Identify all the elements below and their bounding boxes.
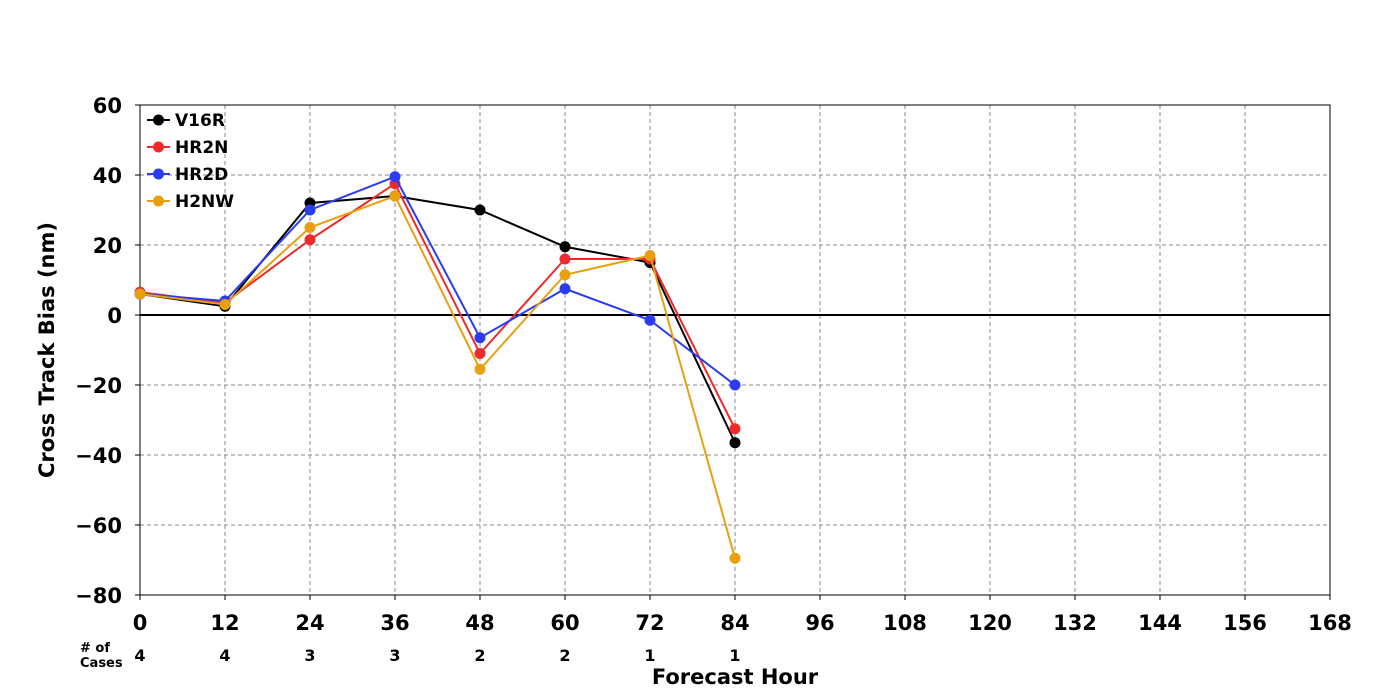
x-tick-label: 120 [968, 611, 1012, 635]
cases-count: 3 [389, 646, 400, 665]
y-tick-label: −80 [75, 584, 122, 608]
cases-count: 4 [219, 646, 230, 665]
y-tick-label: 20 [93, 234, 122, 258]
cases-label: Cases [80, 656, 123, 671]
data-point [474, 363, 486, 375]
y-tick-label: −20 [75, 374, 122, 398]
x-tick-label: 48 [465, 611, 494, 635]
data-point [304, 204, 316, 216]
x-tick-label: 72 [635, 611, 664, 635]
legend-marker [153, 168, 164, 180]
data-point [134, 288, 146, 300]
data-point [729, 379, 741, 391]
data-point [474, 348, 486, 359]
series-line [139, 175, 736, 386]
cases-count: 3 [304, 646, 315, 665]
grid-lines [140, 105, 1330, 595]
legend-item-v16r: V16R [147, 111, 225, 131]
y-tick-label: −60 [75, 514, 122, 538]
legend-item-hr2n: HR2N [147, 138, 228, 158]
data-point [389, 171, 401, 183]
x-tick-label: 12 [210, 611, 239, 635]
data-point [729, 437, 741, 449]
y-axis-title: Cross Track Bias (nm) [35, 222, 59, 478]
x-tick-label: 132 [1053, 611, 1097, 635]
cases-count: 4 [134, 646, 145, 665]
data-point [729, 423, 741, 435]
data-point [389, 190, 401, 202]
series-line [139, 194, 736, 559]
x-tick-label: 0 [133, 611, 148, 635]
x-tick-label: 168 [1308, 611, 1352, 635]
data-point [729, 552, 741, 564]
data-point [559, 283, 571, 295]
y-tick-label: 0 [107, 304, 122, 328]
series-layer [134, 171, 741, 564]
data-point [644, 250, 656, 261]
legend-label: HR2N [175, 138, 228, 158]
legend-label: HR2D [175, 165, 228, 185]
legend-label: V16R [175, 111, 225, 131]
data-point [559, 269, 571, 281]
data-point [644, 314, 656, 326]
data-point [474, 204, 486, 216]
x-tick-label: 108 [883, 611, 927, 635]
legend-marker [153, 195, 164, 207]
cases-count: 2 [474, 646, 485, 665]
legend-item-h2nw: H2NW [147, 192, 234, 212]
y-tick-label: 40 [93, 164, 122, 188]
data-point [219, 299, 231, 310]
cases-count: 2 [559, 646, 570, 665]
y-axis-ticks: 60 40 20 0 −20 −40 −60 −80 [75, 94, 140, 608]
x-tick-label: 36 [380, 611, 409, 635]
cases-count: 1 [644, 646, 655, 665]
legend-marker [153, 114, 164, 126]
legend-item-hr2d: HR2D [147, 165, 228, 185]
legend-label: H2NW [175, 192, 234, 212]
data-point [474, 332, 486, 344]
legend: V16R HR2N HR2D H2NW [147, 111, 234, 212]
x-tick-label: 60 [550, 611, 579, 635]
data-point [559, 253, 571, 265]
x-tick-label: 84 [720, 611, 749, 635]
x-tick-label: 156 [1223, 611, 1267, 635]
x-tick-label: 96 [805, 611, 834, 635]
data-point [304, 222, 316, 233]
y-tick-label: −40 [75, 444, 122, 468]
cases-count: 1 [729, 646, 740, 665]
x-axis-ticks: 0 12 24 36 48 60 72 84 96 108 120 132 144 156 168 [133, 595, 1352, 635]
data-point [559, 241, 571, 253]
cases-label: # of [80, 641, 110, 656]
series-h2nw [134, 190, 741, 564]
data-point [304, 234, 316, 246]
x-tick-label: 24 [295, 611, 324, 635]
legend-marker [153, 141, 164, 153]
x-tick-label: 144 [1138, 611, 1182, 635]
x-axis-title: Forecast Hour [652, 665, 819, 689]
y-tick-label: 60 [93, 94, 122, 118]
